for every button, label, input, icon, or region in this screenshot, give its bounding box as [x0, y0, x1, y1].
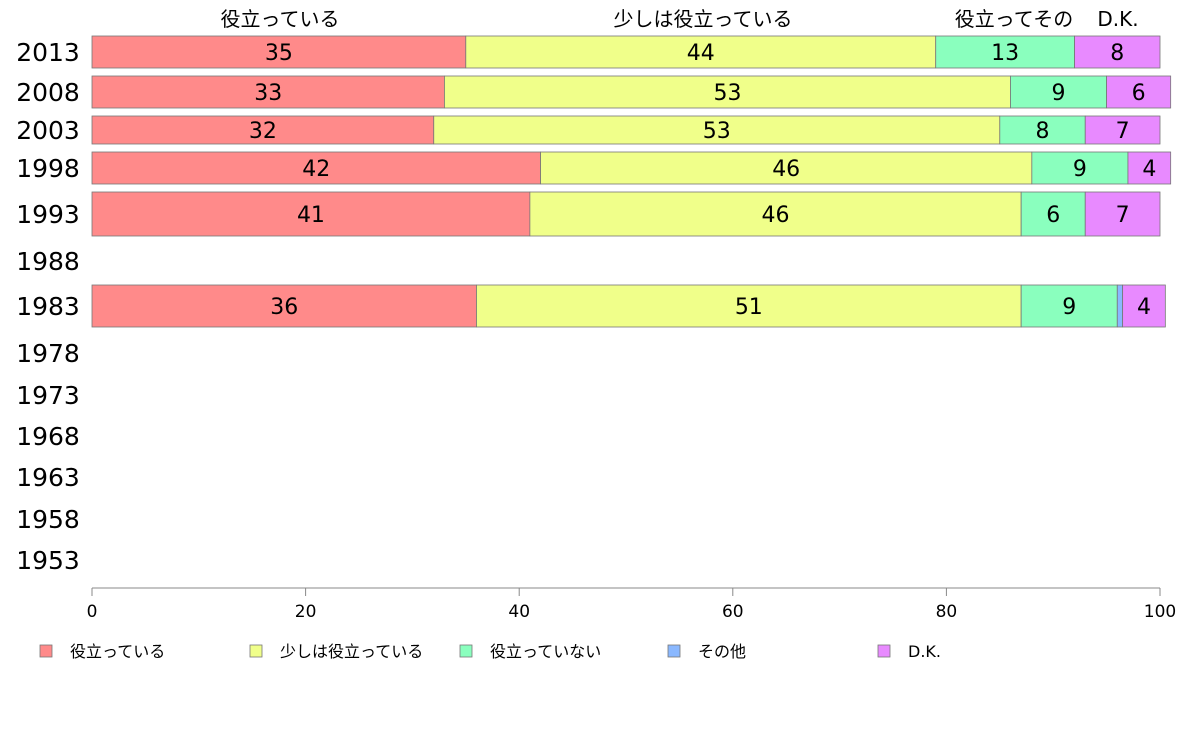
y-label-2003: 2003 [16, 116, 80, 145]
bar-1998-series-1 [540, 151, 1033, 185]
y-label-1953: 1953 [16, 546, 80, 575]
legend-swatch-1 [249, 644, 263, 658]
y-label-1963: 1963 [16, 463, 80, 492]
column-header-2: 役立ってその [955, 7, 1073, 31]
data-label-2008-series-2: 9 [1052, 81, 1066, 106]
x-tick-label-0: 0 [87, 602, 98, 622]
bar-2008-series-1 [444, 75, 1011, 109]
bar-2013-series-4 [1074, 35, 1161, 69]
bar-1983-series-4 [1122, 284, 1166, 328]
y-label-1983: 1983 [16, 292, 80, 321]
bar-2008-series-4 [1106, 75, 1172, 109]
data-label-1983-series-0: 36 [270, 295, 298, 320]
data-label-2013-series-1: 44 [687, 41, 715, 66]
data-label-1998-series-0: 42 [302, 157, 330, 182]
y-label-1993: 1993 [16, 200, 80, 229]
data-label-1983-series-4: 4 [1137, 295, 1151, 320]
legend-swatch-2 [459, 644, 473, 658]
bar-1983-series-0 [91, 284, 477, 328]
bar-2013-series-0 [91, 35, 467, 69]
y-label-1973: 1973 [16, 381, 80, 410]
data-label-2013-series-4: 8 [1110, 41, 1124, 66]
y-label-1958: 1958 [16, 505, 80, 534]
data-label-1998-series-4: 4 [1142, 157, 1156, 182]
column-headers: 役立っている 少しは役立っている 役立ってその D.K. [221, 7, 1139, 31]
bars: 35 44 13 833 53 9 632 53 8 742 46 9 441 46 6 736 51 9 4 [91, 35, 1172, 328]
legend-label-0: 役立っている [70, 642, 165, 661]
data-label-2013-series-0: 35 [265, 41, 293, 66]
bar-1983-series-2 [1020, 284, 1118, 328]
data-label-2003-series-1: 53 [703, 119, 731, 144]
bar-1993-series-1 [529, 191, 1022, 237]
legend-label-2: 役立っていない [490, 642, 601, 661]
x-tick-label-40: 40 [508, 602, 530, 622]
data-label-2008-series-0: 33 [254, 81, 282, 106]
data-label-2003-series-0: 32 [249, 119, 277, 144]
x-tick-label-60: 60 [722, 602, 744, 622]
data-label-1998-series-1: 46 [772, 157, 800, 182]
bar-2013-series-1 [465, 35, 937, 69]
bar-2013-series-2 [935, 35, 1075, 69]
y-axis-labels: 2013 2008 2003 1998 1993 1988 1983 1978 1973 1968… [16, 38, 80, 575]
data-label-2003-series-4: 7 [1116, 119, 1130, 144]
bar-2003-series-1 [433, 115, 1001, 145]
legend-swatch-4 [877, 644, 891, 658]
y-label-1988: 1988 [16, 247, 80, 276]
x-tick-label-80: 80 [936, 602, 958, 622]
data-label-1998-series-2: 9 [1073, 157, 1087, 182]
data-label-2008-series-4: 6 [1132, 81, 1146, 106]
data-label-2003-series-2: 8 [1036, 119, 1050, 144]
bar-1993-series-4 [1084, 191, 1161, 237]
y-label-1978: 1978 [16, 339, 80, 368]
data-label-1993-series-1: 46 [762, 203, 790, 228]
y-label-2013: 2013 [16, 38, 80, 67]
bar-1993-series-0 [91, 191, 531, 237]
data-label-1993-series-4: 7 [1116, 203, 1130, 228]
data-label-2008-series-1: 53 [713, 81, 741, 106]
data-label-2013-series-2: 13 [991, 41, 1019, 66]
y-label-2008: 2008 [16, 78, 80, 107]
y-label-1998: 1998 [16, 154, 80, 183]
legend-label-3: その他 [698, 642, 746, 661]
legend: 役立っている 少しは役立っている 役立っていない その他 D.K. [39, 642, 941, 661]
column-header-0: 役立っている [221, 7, 340, 31]
bar-2008-series-2 [1010, 75, 1107, 109]
bar-2008-series-0 [91, 75, 445, 109]
bar-2003-series-4 [1084, 115, 1161, 145]
legend-swatch-0 [39, 644, 53, 658]
data-label-1983-series-1: 51 [735, 295, 763, 320]
legend-swatch-3 [667, 644, 681, 658]
column-header-3: D.K. [1097, 7, 1138, 31]
bar-1983-series-1 [476, 284, 1022, 328]
bar-1993-series-2 [1020, 191, 1086, 237]
x-tick-label-20: 20 [295, 602, 317, 622]
legend-label-4: D.K. [908, 642, 941, 661]
bar-1998-series-4 [1127, 151, 1172, 185]
bar-2003-series-0 [91, 115, 435, 145]
column-header-1: 少しは役立っている [614, 7, 793, 31]
x-tick-label-100: 100 [1144, 602, 1176, 622]
data-label-1983-series-2: 9 [1062, 295, 1076, 320]
y-label-1968: 1968 [16, 422, 80, 451]
bar-1998-series-0 [91, 151, 541, 185]
bar-1983-series-3 [1116, 284, 1124, 328]
x-axis: 0 20 40 60 80 100 [87, 587, 1176, 622]
data-label-1993-series-0: 41 [297, 203, 325, 228]
data-label-1993-series-2: 6 [1046, 203, 1060, 228]
legend-label-1: 少しは役立っている [280, 642, 423, 661]
